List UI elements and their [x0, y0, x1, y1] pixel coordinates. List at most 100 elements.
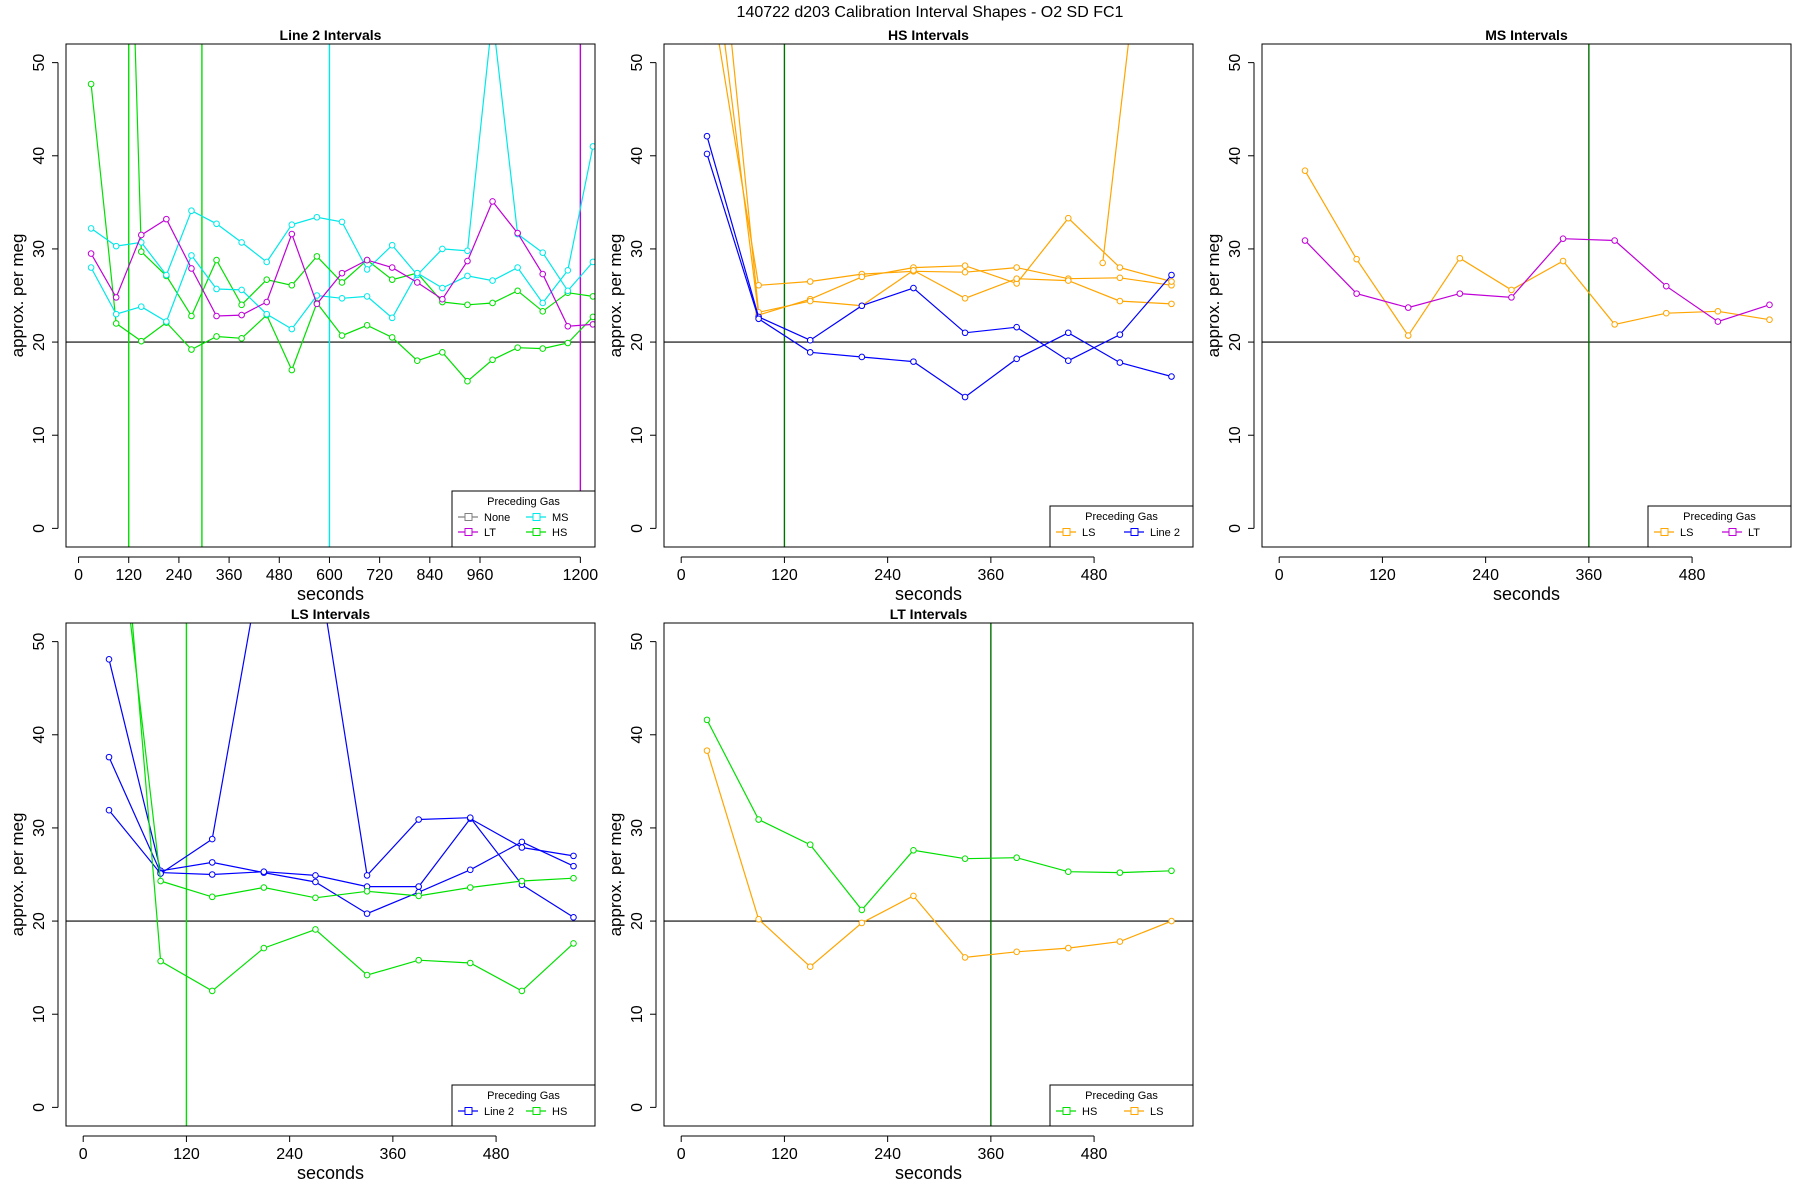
- y-tick-label: 30: [629, 240, 646, 258]
- chart-panels: Line 2 Intervals 0 120 240 360 480 600 720 840 96…: [8, 13, 1792, 1183]
- chart-panel-2: MS Intervals 0 120 240 360 480 seconds 0 10 20 30 4…: [1204, 27, 1792, 604]
- x-tick-label: 0: [677, 1146, 686, 1163]
- plot-frame: [663, 622, 1194, 1127]
- data-point: [539, 249, 547, 256]
- series-line: [731, 44, 1172, 314]
- data-point: [806, 278, 814, 285]
- data-point: [1013, 854, 1020, 862]
- data-point: [1013, 275, 1020, 283]
- data-point: [213, 256, 220, 264]
- x-axis-label: seconds: [297, 1163, 364, 1183]
- x-tick-label: 120: [771, 1146, 798, 1163]
- y-axis-label: approx. per meg: [606, 813, 625, 937]
- data-point: [1353, 255, 1360, 263]
- series-ls: [718, 44, 1175, 289]
- legend: Preceding Gas LS Line 2: [1049, 505, 1194, 548]
- y-tick-label: 50: [1227, 54, 1244, 72]
- data-point: [703, 716, 711, 724]
- series-line: [718, 44, 1172, 286]
- data-point: [312, 894, 319, 902]
- data-point: [415, 883, 422, 890]
- series-ls: [724, 44, 1175, 319]
- data-point: [1168, 278, 1175, 285]
- plot-area: [66, 13, 595, 547]
- data-point: [388, 264, 396, 271]
- data-point: [858, 302, 866, 310]
- data-point: [112, 294, 120, 301]
- data-point: [1404, 332, 1412, 339]
- y-tick-label: 20: [629, 333, 646, 351]
- y-tick-label: 0: [629, 524, 646, 533]
- y-tick-label: 10: [1227, 426, 1244, 444]
- data-point: [1662, 282, 1670, 290]
- data-point: [1013, 948, 1020, 956]
- data-point: [539, 270, 547, 278]
- x-tick-label: 360: [1576, 567, 1603, 584]
- data-point: [137, 231, 145, 239]
- data-point: [388, 241, 396, 249]
- data-point: [338, 269, 346, 277]
- data-point: [312, 872, 319, 879]
- x-axis: 0 120 240 360 480 600 720 840 960 1200 seconds: [74, 556, 598, 604]
- legend-box: [451, 1084, 596, 1127]
- data-point: [388, 276, 396, 283]
- data-point: [490, 13, 496, 19]
- series-line: [706, 750, 1172, 968]
- data-point: [514, 344, 521, 351]
- data-point: [489, 356, 496, 364]
- data-point: [564, 339, 572, 347]
- data-point: [1301, 167, 1309, 174]
- x-tick-label: 480: [1081, 1146, 1108, 1163]
- series-line: [1304, 238, 1770, 323]
- data-point: [1611, 237, 1618, 244]
- series-line: [1304, 170, 1770, 337]
- data-point: [112, 320, 120, 327]
- data-point: [439, 295, 446, 303]
- y-tick-label: 40: [629, 147, 646, 165]
- figure-title: 140722 d203 Calibration Interval Shapes …: [737, 4, 1124, 21]
- data-point: [806, 841, 814, 848]
- x-tick-label: 120: [173, 1146, 200, 1163]
- data-point: [137, 248, 145, 256]
- data-point: [163, 271, 170, 279]
- y-tick-label: 40: [629, 726, 646, 744]
- data-point: [564, 287, 572, 295]
- x-axis-label: seconds: [895, 1163, 962, 1183]
- legend-entry-ls: LS: [1654, 527, 1693, 539]
- x-tick-label: 0: [677, 567, 686, 584]
- data-point: [858, 919, 866, 927]
- series-hs: [87, 80, 595, 385]
- legend-label: HS: [1082, 1106, 1097, 1118]
- data-point: [312, 878, 319, 886]
- data-point: [288, 221, 296, 229]
- chart-panel-3: LS Intervals 0 120 240 360 480 seconds 0 10 20 30 4…: [8, 606, 596, 1183]
- legend: Preceding Gas None LT MS HS: [451, 490, 596, 548]
- data-point: [589, 258, 595, 266]
- y-tick-label: 20: [31, 333, 48, 351]
- data-point: [388, 314, 396, 322]
- series-ls: [703, 747, 1175, 971]
- data-point: [489, 277, 496, 284]
- data-point: [208, 835, 216, 843]
- data-point: [363, 971, 371, 979]
- y-tick-label: 50: [629, 633, 646, 651]
- data-point: [1508, 294, 1515, 301]
- legend-label: LS: [1680, 527, 1693, 539]
- data-point: [466, 959, 474, 967]
- legend-entry-ms: MS: [526, 512, 569, 524]
- y-axis: 0 10 20 30 40 50 approx. per meg: [8, 633, 59, 1112]
- data-point: [539, 308, 547, 315]
- data-point: [105, 806, 113, 814]
- data-point: [363, 872, 371, 879]
- data-point: [1064, 357, 1072, 365]
- data-point: [1168, 867, 1175, 875]
- data-point: [208, 893, 216, 901]
- legend-label: Line 2: [1150, 527, 1180, 539]
- y-tick-label: 30: [31, 240, 48, 258]
- data-point: [858, 353, 866, 361]
- data-point: [1456, 254, 1464, 262]
- data-point: [564, 267, 572, 274]
- data-point: [1404, 304, 1412, 311]
- series-line-2: [703, 150, 1175, 401]
- data-point: [363, 322, 371, 329]
